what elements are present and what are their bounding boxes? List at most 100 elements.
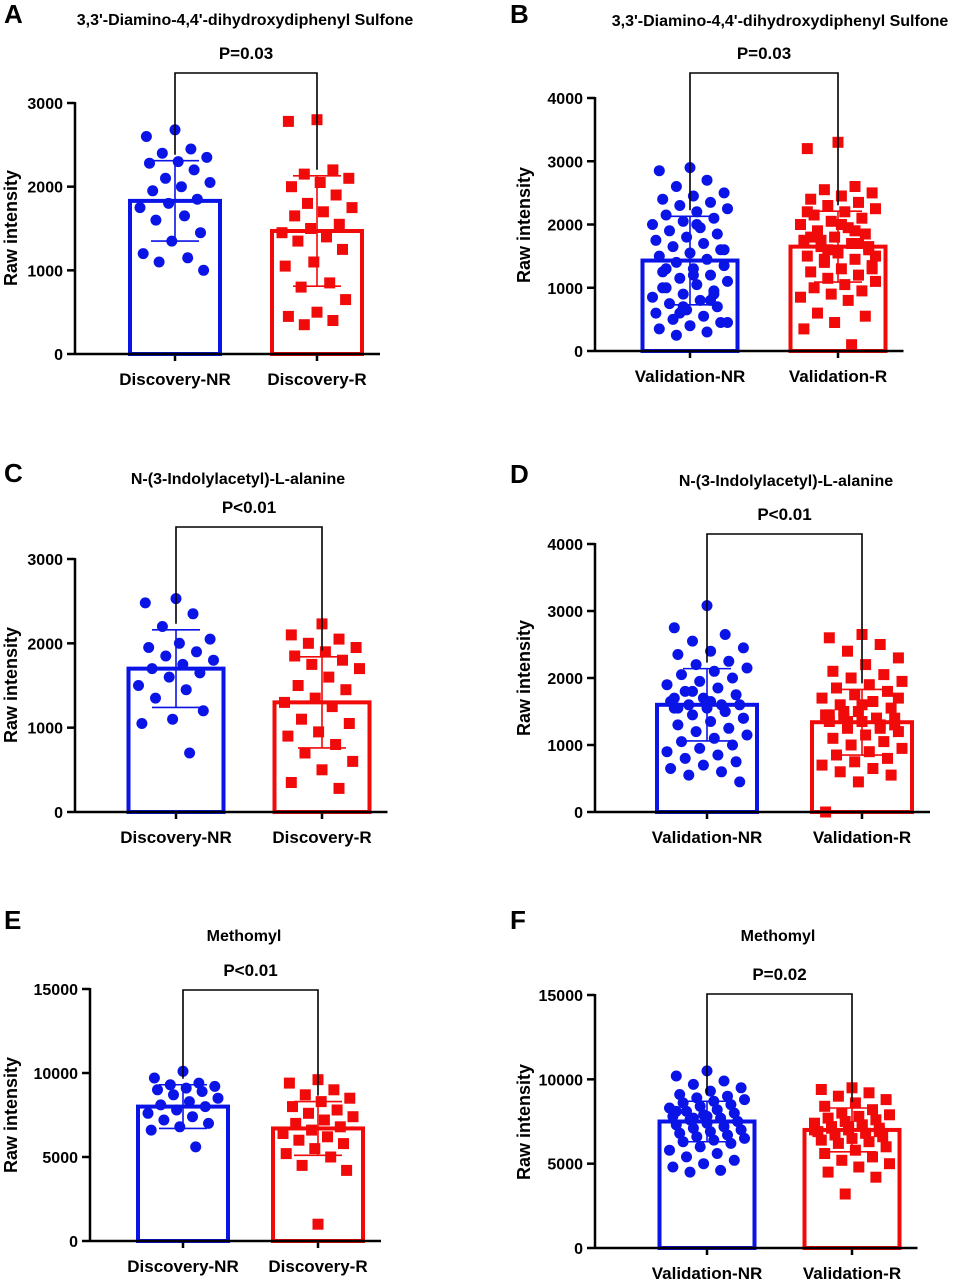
data-point <box>834 766 846 778</box>
data-point <box>735 1124 747 1136</box>
data-point <box>698 238 710 249</box>
data-point <box>880 1094 892 1106</box>
data-point <box>298 168 310 180</box>
data-point <box>739 1094 750 1106</box>
data-point <box>683 769 695 781</box>
y-tick-label: 3000 <box>547 604 583 621</box>
data-point <box>831 749 842 761</box>
data-point <box>203 1117 214 1129</box>
data-point <box>705 645 717 657</box>
data-point <box>664 298 675 310</box>
data-point <box>338 1138 349 1150</box>
data-point <box>145 1124 157 1136</box>
data-point <box>677 301 689 313</box>
data-point <box>681 1105 692 1117</box>
data-point <box>723 722 735 734</box>
data-point <box>827 665 839 677</box>
data-point <box>795 219 806 230</box>
data-point <box>184 747 196 759</box>
data-point <box>885 702 897 714</box>
data-point <box>657 193 669 205</box>
data-point <box>863 679 875 691</box>
data-point <box>892 692 904 704</box>
data-point <box>722 203 733 215</box>
p-value: P<0.01 <box>222 498 276 517</box>
data-point <box>327 164 339 176</box>
data-point <box>849 756 861 768</box>
data-point <box>859 310 871 322</box>
data-point <box>863 1136 875 1148</box>
chart-title: 3,3'-Diamino-4,4'-dihydroxydiphenyl Sulf… <box>612 13 949 30</box>
data-point <box>146 663 158 675</box>
data-point <box>873 1126 885 1138</box>
data-point <box>681 1151 692 1163</box>
data-point <box>801 143 813 155</box>
chart-title: Methomyl <box>207 928 282 945</box>
data-point <box>290 1117 302 1129</box>
data-point <box>690 659 702 671</box>
data-point <box>838 706 850 717</box>
data-point <box>691 219 703 230</box>
data-point <box>822 200 834 211</box>
data-point <box>719 706 731 717</box>
data-point <box>856 212 868 224</box>
data-point <box>801 250 813 262</box>
data-point <box>168 1089 179 1101</box>
x-tick-label: Discovery-NR <box>120 828 232 847</box>
data-point <box>722 1090 733 1102</box>
data-point <box>798 323 810 335</box>
data-point <box>722 317 733 328</box>
panel-letter: C <box>4 458 23 488</box>
data-point <box>155 1099 167 1111</box>
data-point <box>867 763 879 774</box>
x-tick-label: Validation-R <box>803 1264 901 1280</box>
data-point <box>201 151 213 163</box>
data-point <box>795 291 806 303</box>
data-point <box>672 719 684 731</box>
data-point <box>293 1134 305 1146</box>
data-point <box>687 1112 699 1124</box>
data-point <box>321 231 332 243</box>
data-point <box>860 659 872 671</box>
data-point <box>187 608 199 620</box>
data-point <box>687 709 698 721</box>
data-point <box>299 1089 311 1101</box>
data-point <box>715 1112 727 1124</box>
y-tick-label: 0 <box>574 805 583 822</box>
data-point <box>697 759 709 771</box>
x-tick-label: Discovery-NR <box>119 370 231 389</box>
data-point <box>878 669 890 681</box>
data-point <box>302 197 313 209</box>
data-point <box>282 310 294 322</box>
data-point <box>674 272 686 284</box>
data-point <box>139 597 151 609</box>
y-tick-label: 2000 <box>547 671 583 688</box>
y-tick-label: 15000 <box>34 982 79 999</box>
data-point <box>849 253 861 265</box>
data-point <box>815 1084 827 1095</box>
data-point <box>660 263 672 275</box>
y-axis-label: Raw intensity <box>1 170 21 286</box>
panel-b: B 3,3'-Diamino-4,4'-dihydroxydiphenyl Sul… <box>510 0 948 386</box>
data-point <box>705 716 717 727</box>
data-point <box>691 279 703 291</box>
y-tick-label: 4000 <box>547 91 583 108</box>
data-point <box>825 215 837 227</box>
y-tick-label: 3000 <box>27 96 63 113</box>
data-point <box>846 238 858 249</box>
y-tick-label: 5000 <box>547 1157 583 1174</box>
data-point <box>647 291 658 303</box>
data-point <box>866 187 878 199</box>
data-point <box>822 272 834 284</box>
data-point <box>849 1097 861 1109</box>
data-point <box>716 766 727 778</box>
data-point <box>677 215 689 227</box>
data-point <box>715 1164 727 1176</box>
data-point <box>698 310 710 322</box>
data-point <box>679 752 691 764</box>
data-point <box>318 1114 330 1126</box>
data-point <box>805 266 817 278</box>
data-point <box>822 1166 834 1178</box>
data-point <box>313 726 325 738</box>
data-point <box>324 277 336 289</box>
